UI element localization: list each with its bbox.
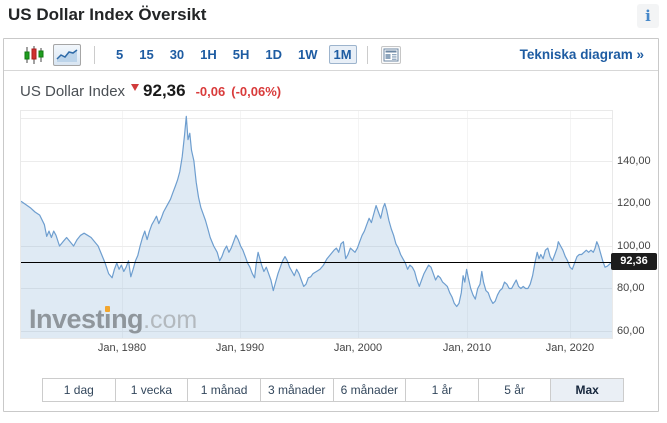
interval-1d[interactable]: 1D [265, 47, 283, 62]
instrument-name: US Dollar Index [20, 82, 126, 100]
tekniska-diagram-link[interactable]: Tekniska diagram » [519, 47, 644, 62]
y-axis-label: 120,00 [617, 197, 651, 210]
x-axis-label: Jan, 1980 [97, 342, 147, 354]
range-6-månader[interactable]: 6 månader [332, 379, 406, 401]
toolbar-divider [366, 45, 368, 64]
interval-1m[interactable]: 1M [328, 45, 357, 64]
x-axis-label: Jan, 2020 [545, 342, 595, 354]
area-chart-button[interactable] [53, 43, 81, 66]
range-1-dag[interactable]: 1 dag [43, 379, 115, 401]
range-5-år[interactable]: 5 år [477, 379, 551, 401]
instrument-header: US Dollar Index 92,36 -0,06 (-0,06%) [20, 81, 287, 101]
x-axis-label: Jan, 1990 [215, 342, 265, 354]
chevron-right-icon: » [636, 47, 644, 62]
interval-5h[interactable]: 5H [232, 47, 250, 62]
x-axis-label: Jan, 2000 [333, 342, 383, 354]
price-chart-svg [21, 111, 612, 338]
y-axis-label: 80,00 [617, 282, 645, 295]
y-axis-label: 140,00 [617, 154, 651, 167]
interval-30[interactable]: 30 [169, 47, 185, 62]
interval-15[interactable]: 15 [139, 47, 154, 62]
interval-selector: 5 15 30 1H 5H 1D 1W 1M [105, 45, 357, 64]
range-1-vecka[interactable]: 1 vecka [114, 379, 188, 401]
interval-1h[interactable]: 1H [200, 47, 217, 62]
area-chart-icon [56, 48, 78, 62]
range-max[interactable]: Max [550, 379, 623, 401]
chart-widget: 5 15 30 1H 5H 1D 1W 1M Tekniska diagram » US Do… [3, 38, 659, 412]
instrument-price: 92,36 [143, 81, 186, 100]
range-selector: 1 dag 1 vecka 1 månad 3 månader 6 månader 1 å… [42, 378, 624, 402]
instrument-change-percent: (-0,06%) [231, 83, 282, 99]
y-axis-label: 60,00 [617, 324, 645, 337]
x-axis-label: Jan, 2010 [442, 342, 492, 354]
range-1-år[interactable]: 1 år [405, 379, 478, 401]
chart-toolbar: 5 15 30 1H 5H 1D 1W 1M Tekniska diagram » [4, 39, 658, 71]
info-glyph: i [645, 6, 651, 25]
price-down-arrow-icon [131, 83, 140, 91]
range-1-månad[interactable]: 1 månad [187, 379, 260, 401]
instrument-change: -0,06 [195, 83, 226, 99]
candlestick-chart-button[interactable] [21, 43, 47, 67]
interval-5[interactable]: 5 [116, 47, 124, 62]
news-panel-icon [383, 48, 399, 61]
range-3-månader[interactable]: 3 månader [259, 379, 333, 401]
news-panel-button[interactable] [380, 45, 401, 64]
info-icon[interactable]: i [637, 4, 659, 28]
toolbar-divider [94, 45, 95, 64]
page-title: US Dollar Index Översikt [8, 5, 207, 24]
price-chart-plot[interactable]: Investing.com [20, 110, 613, 339]
interval-1w[interactable]: 1W [298, 47, 318, 62]
y-axis-label: 100,00 [617, 239, 651, 252]
current-price-tag: 92,36 [611, 253, 657, 270]
candlestick-icon [24, 45, 44, 64]
